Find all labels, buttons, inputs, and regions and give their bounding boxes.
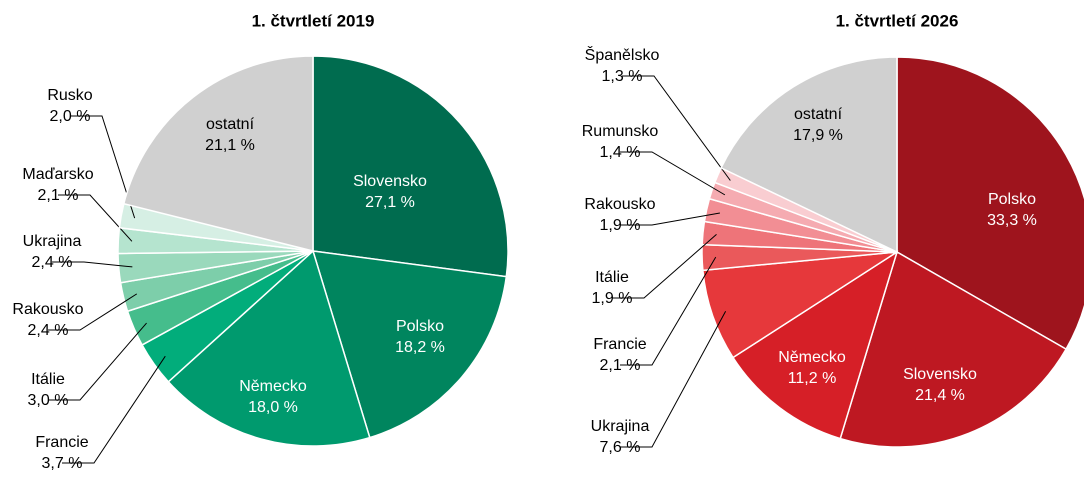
slice-label: ostatní	[206, 116, 255, 133]
slice-label: Rusko	[47, 87, 92, 104]
slice-value-label: 2,1 %	[600, 357, 641, 374]
chart-title: 1. čtvrtletí 2019	[252, 11, 375, 30]
leader-line	[52, 261, 133, 268]
slice-value-label: 27,1 %	[365, 194, 415, 211]
slice-label: Rakousko	[584, 196, 655, 213]
leader-line	[58, 194, 133, 242]
pie-slice	[702, 251, 898, 359]
leader-line	[48, 293, 138, 331]
slice-value-label: 1,9 %	[592, 290, 633, 307]
slice-value-label: 2,4 %	[32, 254, 73, 271]
slice-value-label: 2,4 %	[28, 322, 69, 339]
slice-label: Ukrajina	[591, 418, 650, 435]
slice-value-label: 18,0 %	[248, 399, 298, 416]
slice-value-label: 18,2 %	[395, 339, 445, 356]
slice-label: Německo	[239, 378, 307, 395]
slice-label: Polsko	[988, 191, 1036, 208]
slice-value-label: 21,1 %	[205, 137, 255, 154]
slice-value-label: 2,0 %	[50, 108, 91, 125]
pie-slice	[312, 55, 509, 278]
slice-value-label: 1,9 %	[600, 217, 641, 234]
slice-value-label: 1,4 %	[600, 144, 641, 161]
slice-value-label: 7,6 %	[600, 439, 641, 456]
slice-value-label: 2,1 %	[38, 187, 79, 204]
pie-slice	[731, 250, 899, 440]
leader-line	[622, 75, 731, 181]
slice-value-label: 3,0 %	[28, 392, 69, 409]
slice-label: Rakousko	[12, 301, 83, 318]
slice-label: Maďarsko	[22, 166, 93, 183]
slice-label: Rumunsko	[582, 123, 659, 140]
slice-label: Slovensko	[903, 366, 977, 383]
slice-value-label: 3,7 %	[42, 455, 83, 472]
slice-label: Polsko	[396, 318, 444, 335]
slice-value-label: 17,9 %	[793, 127, 843, 144]
leader-line	[620, 311, 727, 448]
slice-label: Itálie	[31, 371, 65, 388]
leader-line	[62, 355, 166, 464]
slice-label: Ukrajina	[23, 233, 82, 250]
pie-slice	[122, 55, 314, 252]
leader-line	[48, 322, 147, 401]
slice-value-label: 21,4 %	[915, 387, 965, 404]
leader-line	[620, 151, 726, 196]
slice-value-label: 11,2 %	[788, 370, 837, 387]
pie-slice	[896, 56, 1084, 351]
slice-value-label: 1,3 %	[602, 68, 643, 85]
slice-label: Francie	[35, 434, 88, 451]
leader-line	[612, 233, 717, 299]
leader-line	[620, 212, 720, 226]
slice-value-label: 33,3 %	[987, 212, 1037, 229]
slice-label: Itálie	[595, 269, 629, 286]
pie-slice	[720, 56, 898, 254]
slice-label: Francie	[593, 336, 646, 353]
pie-slice	[839, 250, 1068, 448]
slice-label: Slovensko	[353, 173, 427, 190]
slice-label: ostatní	[794, 106, 843, 123]
leader-line	[70, 115, 136, 219]
slice-label: Německo	[778, 349, 846, 366]
leader-line	[620, 256, 717, 366]
pie-slice	[311, 250, 508, 439]
pie-slice	[167, 249, 371, 447]
slice-label: Španělsko	[585, 45, 660, 64]
chart-title: 1. čtvrtletí 2026	[836, 11, 959, 30]
